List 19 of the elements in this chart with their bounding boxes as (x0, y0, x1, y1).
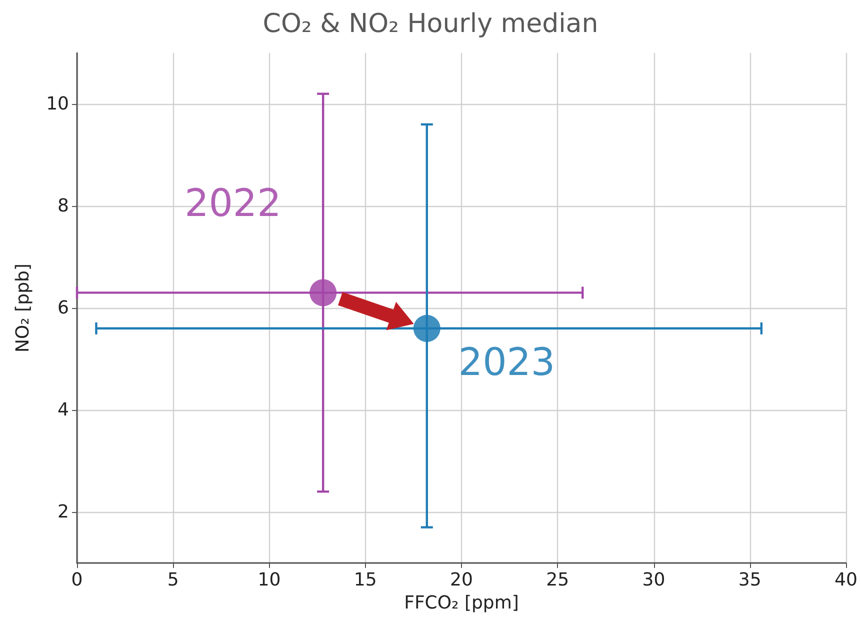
x-tick-label: 40 (834, 570, 858, 590)
y-axis-title: NO₂ [ppb] (12, 264, 34, 352)
series-label: 2023 (458, 340, 556, 384)
series-label: 2022 (184, 181, 282, 226)
x-tick-label: 10 (258, 570, 281, 590)
x-axis-title: FFCO₂ [ppm] (404, 592, 519, 614)
x-tick-label: 25 (546, 570, 570, 590)
x-tick-label: 35 (738, 570, 762, 590)
y-tick-label: 6 (58, 298, 69, 318)
x-tick-label: 5 (167, 570, 179, 590)
chart-title: CO₂ & NO₂ Hourly median (262, 9, 598, 39)
x-tick-label: 30 (642, 570, 666, 590)
y-tick-label: 10 (46, 94, 69, 114)
y-tick-label: 8 (58, 196, 69, 216)
x-tick-label: 0 (71, 570, 83, 590)
x-tick-label: 15 (354, 570, 377, 590)
x-tick-label: 20 (450, 570, 473, 590)
y-tick-label: 2 (58, 502, 69, 522)
y-tick-label: 4 (58, 400, 69, 420)
